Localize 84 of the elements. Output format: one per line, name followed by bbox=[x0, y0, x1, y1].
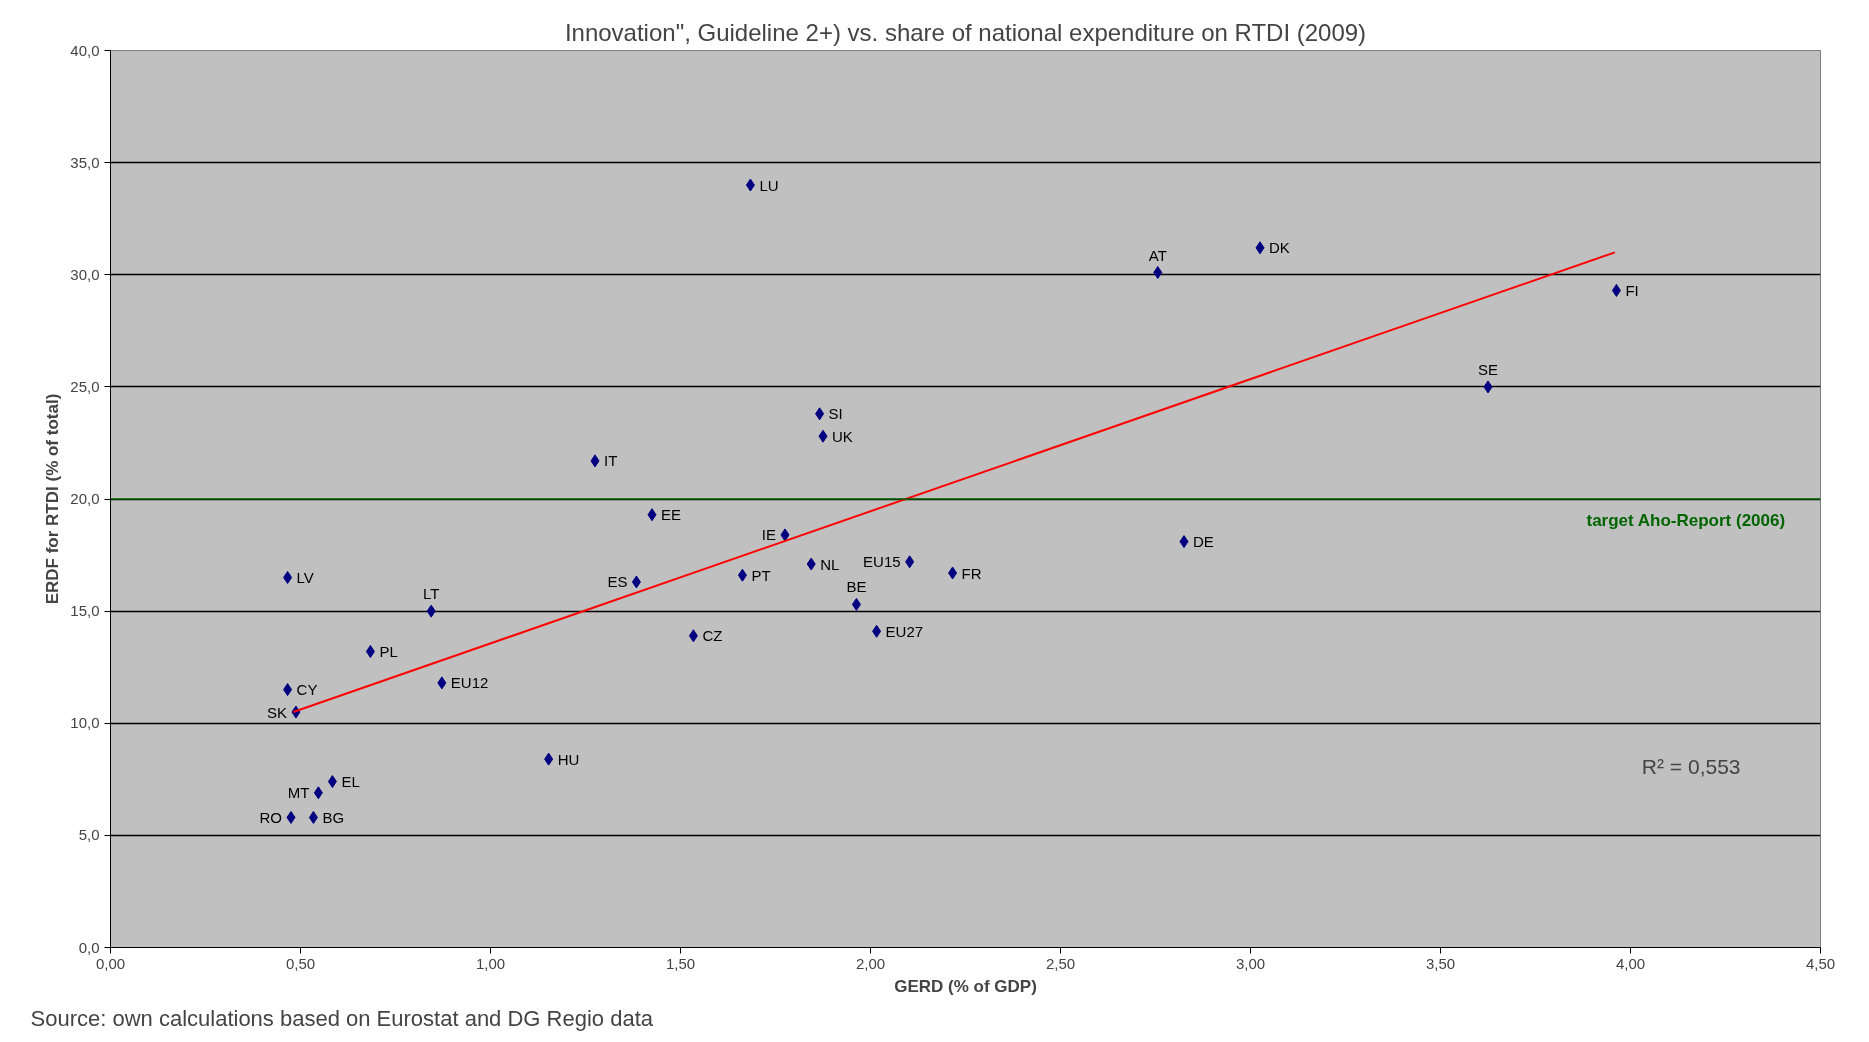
x-tick-label: 1,00 bbox=[475, 954, 506, 972]
y-tick-label: 10,0 bbox=[70, 714, 100, 732]
point bbox=[1153, 266, 1163, 280]
annotation: PL bbox=[379, 642, 398, 660]
point bbox=[872, 624, 882, 638]
point bbox=[1483, 380, 1493, 394]
point bbox=[905, 555, 915, 569]
point bbox=[737, 568, 747, 582]
x-tick-label: 2,50 bbox=[1045, 954, 1076, 972]
x-tick-label: 4,00 bbox=[1615, 954, 1646, 972]
point bbox=[631, 575, 641, 589]
annotation: EU12 bbox=[450, 674, 489, 692]
point bbox=[437, 676, 447, 690]
point bbox=[426, 604, 436, 618]
annotation: SK bbox=[266, 703, 287, 721]
y-tick-label: 35,0 bbox=[70, 153, 100, 171]
annotation: EL bbox=[341, 773, 360, 791]
y-tick-label: 0,0 bbox=[78, 938, 100, 956]
point bbox=[327, 775, 337, 789]
point bbox=[851, 597, 861, 611]
point bbox=[313, 786, 323, 800]
y-tick-label: 25,0 bbox=[70, 377, 100, 395]
x-tick-label: 0,50 bbox=[285, 954, 316, 972]
annotation: IT bbox=[604, 452, 618, 470]
point bbox=[688, 629, 698, 643]
annotation: PT bbox=[751, 566, 771, 584]
point bbox=[780, 528, 790, 542]
annotation: DK bbox=[1269, 239, 1290, 257]
annotation: LU bbox=[759, 176, 779, 194]
annotation: BG bbox=[322, 808, 345, 826]
point bbox=[948, 566, 958, 580]
point bbox=[544, 752, 554, 766]
point bbox=[283, 570, 293, 584]
annotation: CY bbox=[296, 681, 318, 699]
annotation: R² = 0,553 bbox=[1641, 754, 1741, 778]
x-tick-label: 0,00 bbox=[95, 954, 126, 972]
annotation: SE bbox=[1478, 360, 1499, 378]
annotation: EU15 bbox=[863, 553, 901, 571]
point bbox=[1255, 241, 1265, 255]
y-axis-title: ERDF for RTDI (% of total) bbox=[43, 393, 63, 605]
point bbox=[806, 557, 816, 571]
annotation: EU27 bbox=[885, 622, 924, 640]
annotation: BE bbox=[846, 578, 867, 596]
annotation: HU bbox=[557, 750, 580, 768]
x-tick-label: 4,50 bbox=[1805, 954, 1836, 972]
x-tick-label: 2,00 bbox=[855, 954, 886, 972]
x-tick-label: 1,50 bbox=[665, 954, 696, 972]
point bbox=[1611, 283, 1621, 297]
annotation: ES bbox=[607, 573, 628, 591]
annotation: EE bbox=[661, 506, 682, 524]
point bbox=[1179, 535, 1189, 549]
y-tick-label: 20,0 bbox=[70, 490, 100, 507]
annotation: FI bbox=[1625, 281, 1639, 299]
annotation: LT bbox=[423, 585, 440, 603]
annotation: RO bbox=[259, 808, 282, 826]
x-axis-title: GERD (% of GDP) bbox=[894, 976, 1037, 996]
point bbox=[308, 810, 318, 824]
chart-title: Innovation", Guideline 2+) vs. share of national expenditure on RTDI (2009) bbox=[564, 18, 1367, 46]
x-tick-label: 3,00 bbox=[1235, 954, 1266, 972]
point bbox=[365, 644, 375, 658]
point bbox=[590, 454, 600, 468]
annotation: AT bbox=[1148, 246, 1167, 264]
annotation: SI bbox=[828, 405, 843, 423]
point bbox=[647, 508, 657, 522]
annotation: MT bbox=[287, 784, 310, 802]
annotation: CZ bbox=[702, 627, 723, 645]
x-tick-label: 3,50 bbox=[1425, 954, 1456, 972]
point bbox=[818, 429, 828, 443]
point bbox=[815, 407, 825, 421]
y-tick-label: 30,0 bbox=[70, 265, 100, 283]
annotation: LV bbox=[296, 568, 314, 586]
y-tick-label: 5,0 bbox=[78, 826, 100, 844]
point bbox=[286, 810, 296, 824]
y-tick-label: 40,0 bbox=[70, 41, 100, 59]
point bbox=[283, 683, 293, 697]
annotation: IE bbox=[761, 526, 777, 544]
ref-line-label: target Aho-Report (2006) bbox=[1586, 511, 1786, 530]
annotation: DE bbox=[1193, 533, 1214, 551]
annotation: UK bbox=[832, 427, 853, 445]
source-note: Source: own calculations based on Eurostat and DG Regio data bbox=[30, 1005, 654, 1031]
annotation: NL bbox=[820, 555, 840, 573]
y-tick-label: 15,0 bbox=[70, 602, 100, 620]
point bbox=[745, 178, 755, 192]
annotation: FR bbox=[961, 564, 982, 582]
